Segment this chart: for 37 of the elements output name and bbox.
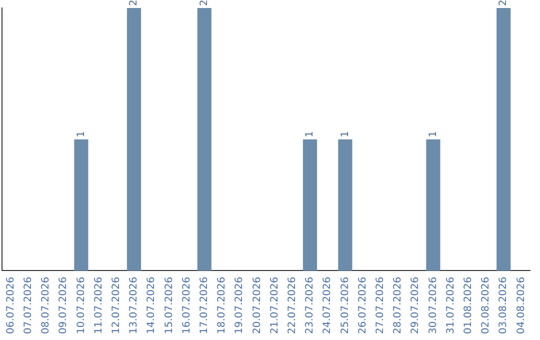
x-tick-label: 25.07.2026	[340, 276, 351, 334]
x-tick-label: 26.07.2026	[357, 276, 368, 334]
x-tick-label: 12.07.2026	[110, 276, 122, 334]
data-label: 1	[304, 130, 316, 138]
data-label: 1	[340, 130, 351, 138]
x-tick-label: 03.08.2026	[498, 276, 510, 334]
x-tick-label: 02.08.2026	[480, 276, 492, 334]
x-tick-label: 20.07.2026	[252, 276, 263, 334]
x-tick-label: 22.07.2026	[286, 276, 298, 334]
x-tick-label: 15.07.2026	[164, 276, 175, 334]
x-tick-label: 18.07.2026	[216, 276, 228, 334]
x-tick-label: 23.07.2026	[304, 276, 316, 334]
x-tick-label: 01.08.2026	[462, 276, 474, 334]
data-label: 1	[76, 130, 87, 138]
data-label: 1	[428, 130, 439, 138]
x-tick-label: 21.07.2026	[269, 276, 280, 334]
data-label: 2	[128, 0, 140, 6]
x-tick-label: 14.07.2026	[146, 276, 158, 334]
x-tick-label: 04.08.2026	[516, 276, 527, 334]
x-tick-label: 17.07.2026	[198, 276, 210, 334]
x-tick-label: 11.07.2026	[93, 276, 104, 334]
x-tick-label: 08.07.2026	[40, 276, 52, 334]
x-tick-label: 19.07.2026	[234, 276, 246, 334]
x-tick-label: 29.07.2026	[410, 276, 422, 334]
x-tick-label: 24.07.2026	[322, 276, 334, 334]
x-tick-label: 31.07.2026	[445, 276, 456, 334]
x-tick-label: 27.07.2026	[374, 276, 386, 334]
x-tick-label: 06.07.2026	[5, 276, 16, 334]
x-tick-label: 10.07.2026	[76, 276, 87, 334]
data-label: 2	[198, 0, 210, 6]
data-label: 2	[498, 0, 510, 6]
x-tick-label: 28.07.2026	[392, 276, 404, 334]
x-tick-label: 16.07.2026	[181, 276, 192, 334]
x-tick-label: 13.07.2026	[128, 276, 140, 334]
x-tick-label: 07.07.2026	[22, 276, 34, 334]
x-tick-label: 09.07.2026	[58, 276, 70, 334]
x-tick-label: 30.07.2026	[428, 276, 439, 334]
